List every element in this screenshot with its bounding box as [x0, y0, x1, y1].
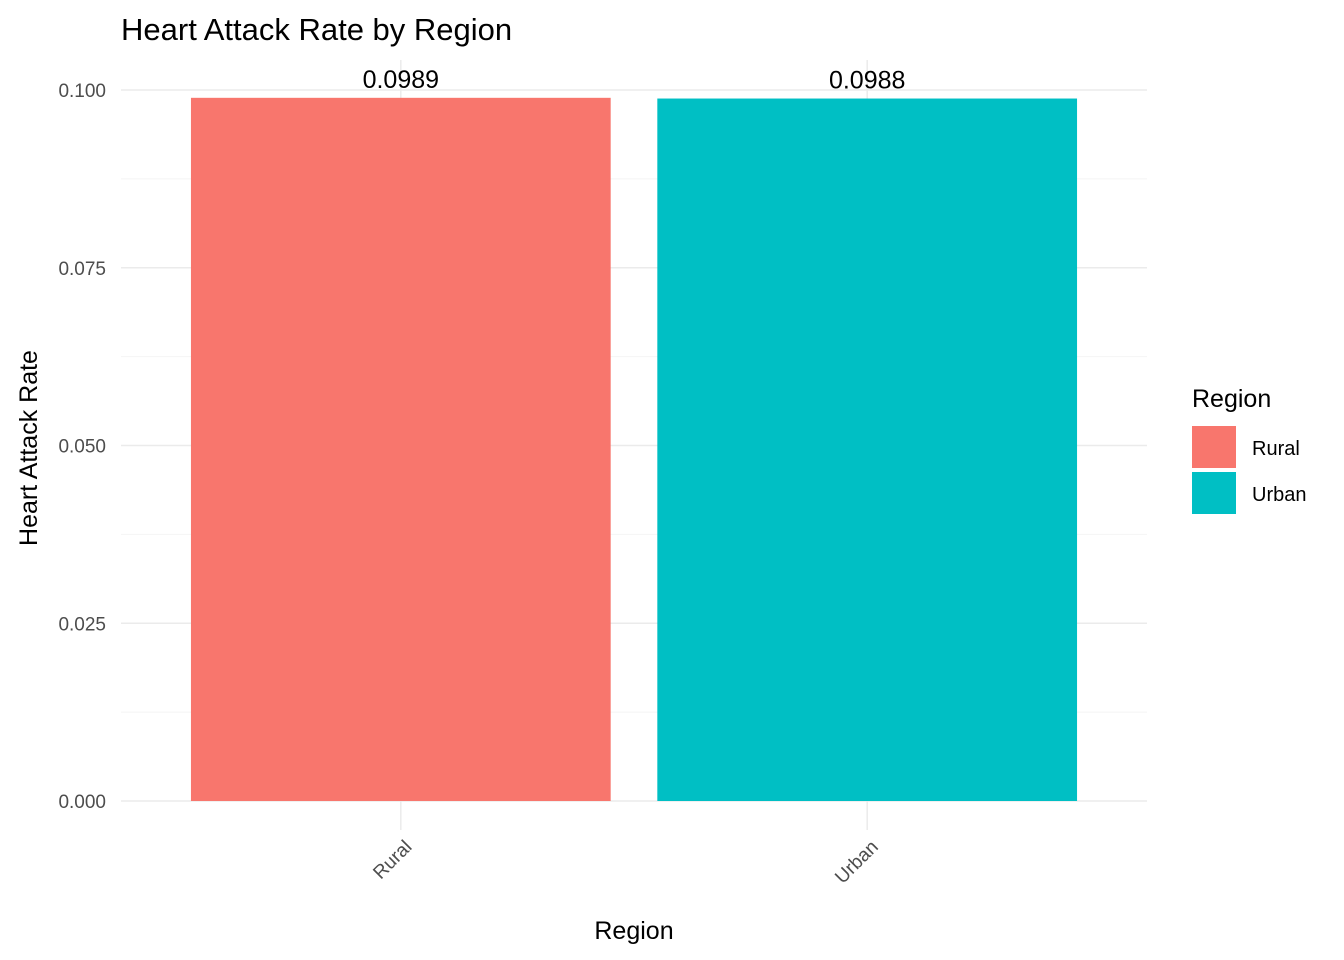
data-label-urban: 0.0988 — [829, 67, 905, 95]
y-axis-title: Heart Attack Rate — [15, 350, 43, 546]
bar-rural — [190, 97, 611, 802]
bar-urban — [657, 98, 1078, 802]
data-label-rural: 0.0989 — [363, 66, 439, 94]
legend-swatch-rural — [1192, 426, 1236, 468]
legend: Region Rural Urban — [1192, 385, 1306, 514]
chart-title: Heart Attack Rate by Region — [121, 12, 512, 47]
y-tick-label: 0.075 — [58, 259, 106, 280]
x-tick-label-urban: Urban — [831, 837, 882, 888]
x-axis-title: Region — [594, 917, 673, 945]
legend-label-urban: Urban — [1252, 484, 1306, 506]
y-tick-labels: 0.000 0.025 0.050 0.075 0.100 — [58, 81, 106, 813]
y-tick-label: 0.100 — [58, 81, 106, 102]
x-tick-labels: Rural Urban — [369, 837, 882, 888]
y-tick-label: 0.025 — [58, 614, 106, 635]
y-tick-label: 0.050 — [58, 437, 106, 458]
legend-entries: Rural Urban — [1192, 426, 1306, 514]
data-labels: 0.0989 0.0988 — [363, 66, 906, 95]
y-tick-label: 0.000 — [58, 792, 106, 813]
legend-swatch-urban — [1192, 472, 1236, 514]
legend-title: Region — [1192, 385, 1271, 413]
x-tick-label-rural: Rural — [369, 837, 416, 884]
bars — [190, 97, 1078, 802]
legend-label-rural: Rural — [1252, 438, 1300, 460]
